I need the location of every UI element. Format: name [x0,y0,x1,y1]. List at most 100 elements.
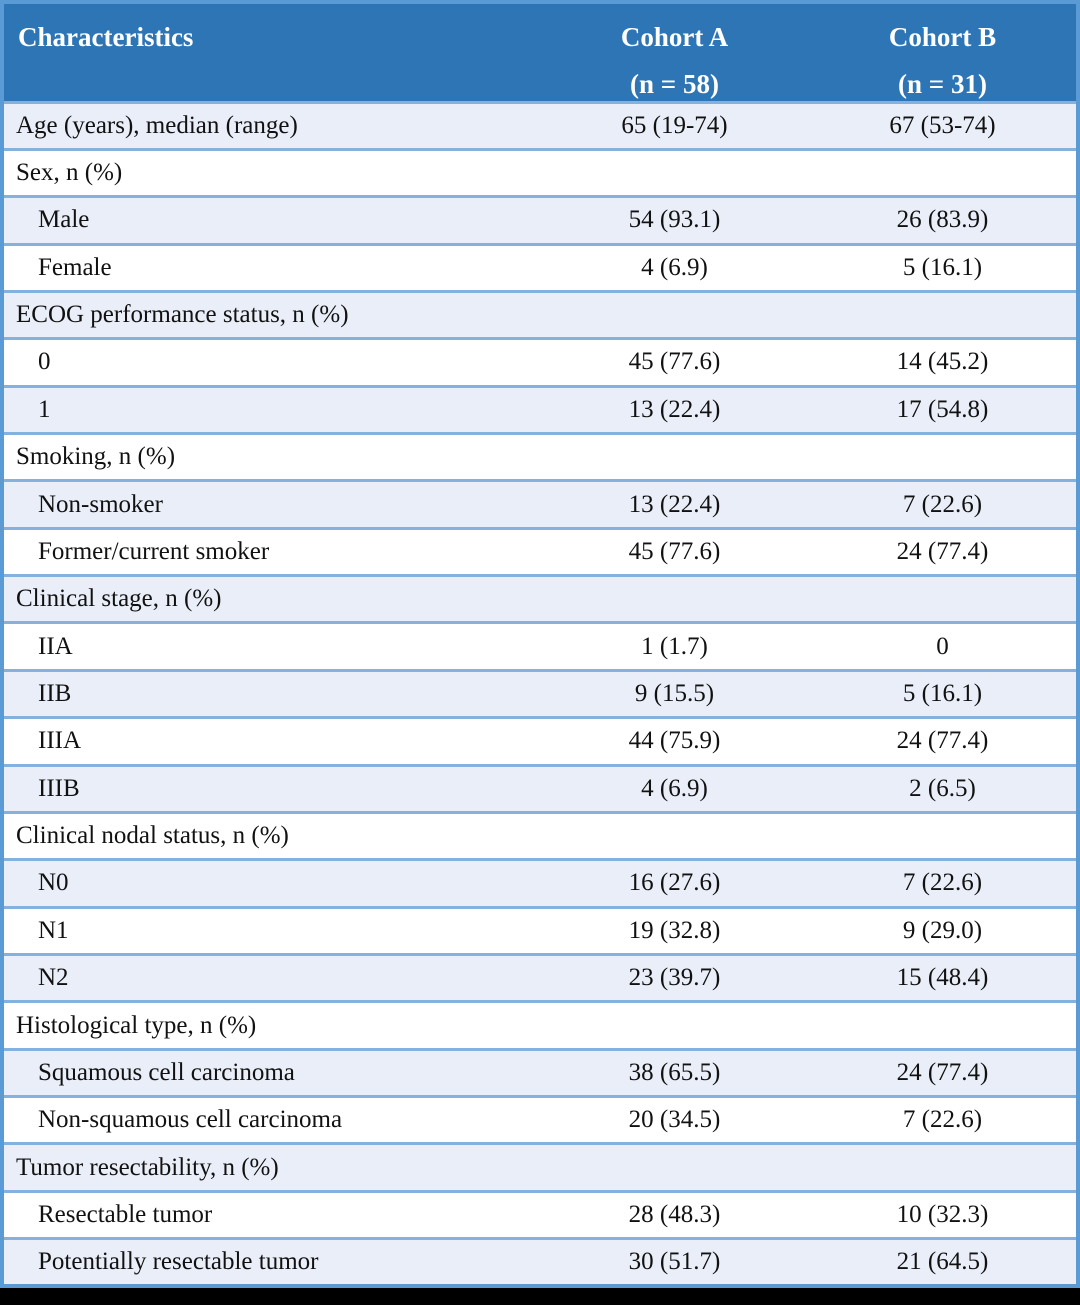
table-row: Clinical nodal status, n (%) [2,812,1078,859]
header-cohort-a: Cohort A (n = 58) [540,2,809,104]
table-row: N0 16 (27.6) 7 (22.6) [2,859,1078,908]
cohort-a-value [540,149,809,196]
table-row: 0 45 (77.6) 14 (45.2) [2,338,1078,386]
header-row: Characteristics Cohort A (n = 58) Cohort… [2,2,1078,104]
table-row: Male 54 (93.1) 26 (83.9) [2,196,1078,245]
cohort-b-value: 24 (77.4) [809,1049,1078,1097]
cohort-b-value: 5 (16.1) [809,670,1078,718]
row-section-label: Age (years), median (range) [2,102,540,150]
cohort-a-value: 4 (6.9) [641,253,708,281]
table-body: Age (years), median (range) 65 (19-74) 67 … [2,102,1078,1286]
row-sub-label: N1 [38,916,69,944]
table-row: Potentially resectable tumor 30 (51.7) 21 … [2,1238,1078,1286]
cohort-b-title: Cohort B [888,22,997,52]
cohort-b-value: 7 (22.6) [809,859,1078,908]
cohort-a-value [540,812,809,859]
cohort-b-value: 7 (22.6) [809,480,1078,529]
cohort-a-value: 9 (15.5) [540,670,809,718]
cohort-a-value: 28 (48.3) [628,1200,721,1228]
cohort-a-n: (n = 58) [630,69,719,99]
row-sub-label: N0 [2,859,540,908]
cohort-b-value: 24 (77.4) [896,727,989,755]
cohort-b-value: 26 (83.9) [809,196,1078,245]
cohort-a-value: 30 (51.7) [540,1238,809,1286]
row-section-label: Sex, n (%) [16,159,123,187]
row-sub-label: 1 [2,386,540,434]
row-sub-label: IIA [38,632,73,660]
cohort-b-value [809,149,1078,196]
cohort-a-value: 45 (77.6) [628,348,721,376]
row-section-label: ECOG performance status, n (%) [2,291,540,339]
table-row: Non-smoker 13 (22.4) 7 (22.6) [2,480,1078,529]
cohort-a-value: 44 (75.9) [628,727,721,755]
table-row: Clinical stage, n (%) [2,575,1078,623]
cohort-a-value: 13 (22.4) [540,386,809,434]
cohort-b-value: 15 (48.4) [809,954,1078,1002]
cohort-b-value [809,1002,1078,1049]
table-row: N2 23 (39.7) 15 (48.4) [2,954,1078,1002]
row-section-label: Clinical nodal status, n (%) [16,822,289,850]
row-sub-label: Female [38,253,112,281]
table-row: Histological type, n (%) [2,1001,1078,1049]
cohort-a-value: 23 (39.7) [540,954,809,1002]
bottom-bar [0,1288,1080,1305]
row-sub-label: Non-squamous cell carcinoma [38,1106,343,1134]
cohort-b-value: 17 (54.8) [809,386,1078,434]
table-row: Age (years), median (range) 65 (19-74) 67 … [2,102,1078,150]
cohort-b-value [809,575,1078,623]
row-sub-label: Potentially resectable tumor [2,1238,540,1286]
table-row: Former/current smoker 45 (77.6) 24 (77.4) [2,528,1078,575]
cohort-a-value: 45 (77.6) [628,537,721,565]
cohort-b-value: 5 (16.1) [902,253,983,281]
cohort-a-value: 54 (93.1) [540,196,809,245]
cohort-b-value: 0 [936,632,949,660]
table-row: Squamous cell carcinoma 38 (65.5) 24 (77.4… [2,1049,1078,1097]
cohort-b-value: 2 (6.5) [809,765,1078,813]
cohort-b-value [809,1143,1078,1192]
cohort-b-value: 14 (45.2) [896,348,989,376]
cohort-a-value: 16 (27.6) [540,859,809,908]
cohort-a-value [540,1002,809,1049]
cohort-b-value [809,812,1078,859]
table-row: IIIB 4 (6.9) 2 (6.5) [2,765,1078,813]
header-characteristics-label: Characteristics [18,22,194,52]
row-section-label: Histological type, n (%) [16,1011,257,1039]
row-sub-label: IIIA [38,727,82,755]
cohort-b-value: 24 (77.4) [896,537,989,565]
cohort-a-value [540,575,809,623]
row-sub-label: N2 [2,954,540,1002]
header-characteristics: Characteristics [2,2,540,104]
cohort-a-value: 1 (1.7) [641,632,708,660]
cohort-a-value [540,1143,809,1192]
cohort-a-title: Cohort A [620,22,729,52]
table-row: Tumor resectability, n (%) [2,1143,1078,1192]
row-section-label: Smoking, n (%) [16,443,176,471]
cohort-a-value: 38 (65.5) [540,1049,809,1097]
row-section-label: Tumor resectability, n (%) [2,1143,540,1192]
table-row: Non-squamous cell carcinoma 20 (34.5) 7 (2… [2,1096,1078,1144]
cohort-b-value: 67 (53-74) [809,102,1078,150]
table-row: IIA 1 (1.7) 0 [2,622,1078,670]
cohort-b-value: 21 (64.5) [809,1238,1078,1286]
table-row: IIB 9 (15.5) 5 (16.1) [2,670,1078,718]
cohort-a-value [540,434,809,481]
table-row: Female 4 (6.9) 5 (16.1) [2,244,1078,291]
table-row: Sex, n (%) [2,149,1078,196]
cohort-a-value: 4 (6.9) [540,765,809,813]
row-sub-label: Former/current smoker [38,537,270,565]
table-row: N1 19 (32.8) 9 (29.0) [2,907,1078,954]
cohort-a-value: 13 (22.4) [540,480,809,529]
cohort-a-value: 19 (32.8) [628,916,721,944]
row-sub-label: IIIB [2,765,540,813]
cohort-a-value: 65 (19-74) [540,102,809,150]
cohort-a-value: 20 (34.5) [628,1106,721,1134]
cohort-a-value [540,291,809,339]
cohort-b-value [809,291,1078,339]
table-row: ECOG performance status, n (%) [2,291,1078,339]
table-row: 1 13 (22.4) 17 (54.8) [2,386,1078,434]
row-sub-label: IIB [2,670,540,718]
row-sub-label: Squamous cell carcinoma [2,1049,540,1097]
row-sub-label: Non-smoker [2,480,540,529]
